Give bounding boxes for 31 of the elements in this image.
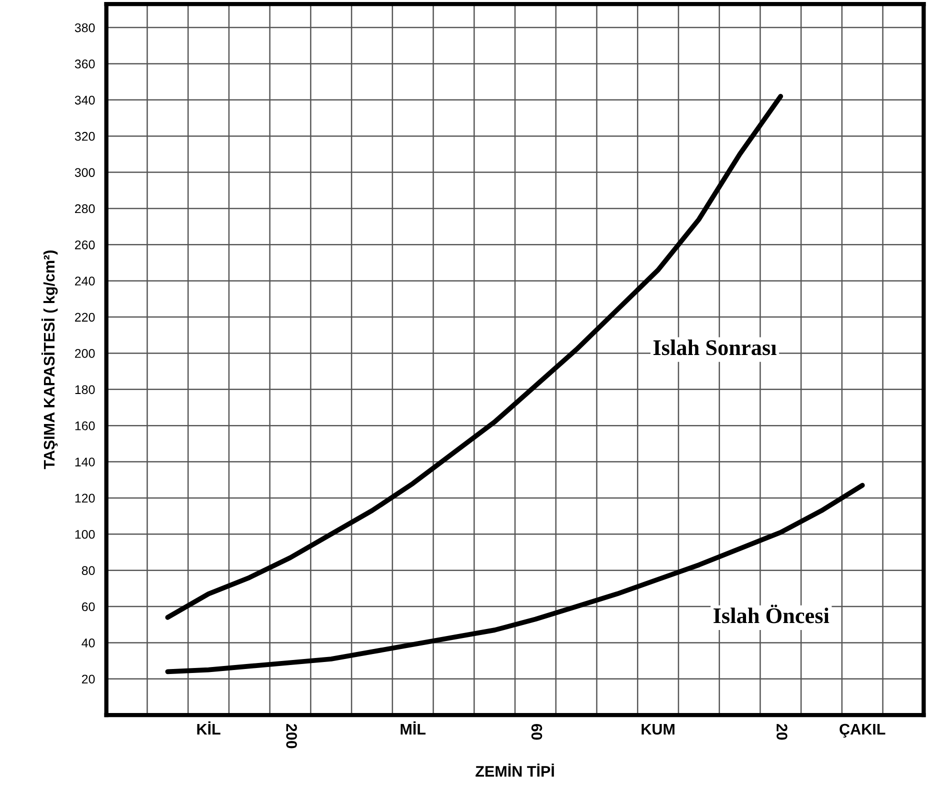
y-tick-label: 300 [74,168,95,177]
y-tick-label: 100 [75,530,95,539]
text: Islah Sonrası [653,340,776,356]
y-tick-label: 180 [75,385,95,394]
y-tick-label: 160 [75,421,95,430]
x-tick-label: 200 [286,724,297,748]
y-tick-label: 220 [75,312,95,322]
y-tick-label: 120 [75,494,95,503]
series-label: Islah Öncesi [714,604,830,624]
y-axis-title: TAŞIMA KAPASİTESİ ( kg/cm²) [41,250,58,470]
y-tick-label: 240 [75,276,95,286]
x-tick-label: 60 [531,724,542,740]
y-tick-label: 200 [75,349,95,358]
x-tick-label: 20 [776,724,788,740]
y-tick-label: 360 [74,60,95,68]
y-tick-label: 380 [74,23,95,32]
y-tick-label: 140 [75,458,95,466]
y-tick-label: 280 [75,204,95,214]
x-tick-label: ÇAKIL [840,724,886,738]
x-tick-label: MİL [400,721,426,734]
x-tick-label: KİL [197,721,220,734]
y-tick-label: 320 [74,132,95,141]
y-tick-label: 260 [75,240,95,250]
y-tick-label: 60 [82,602,95,612]
x-tick-label: KUM [642,724,674,735]
line-series [165,482,865,674]
y-tick-label: 40 [82,638,95,648]
y-tick-label: 340 [74,96,95,105]
y-tick-label: 20 [82,674,95,684]
y-tick-label: 80 [82,566,95,575]
x-axis-title: ZEMİN TİPİ [476,764,554,777]
